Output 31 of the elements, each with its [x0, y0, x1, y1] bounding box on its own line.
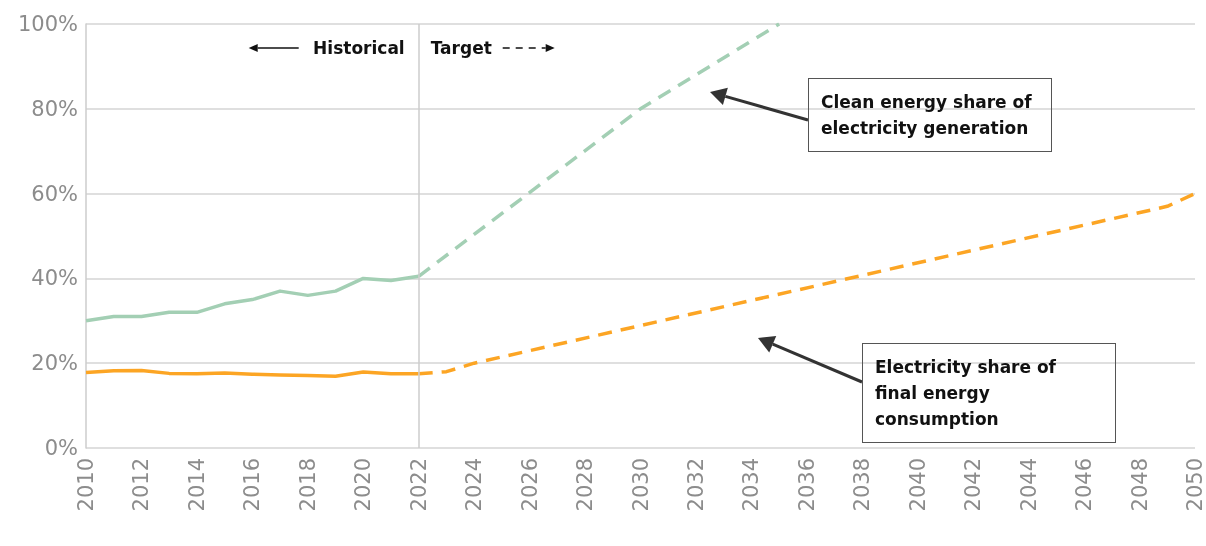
y-tick-label: 20% [31, 351, 78, 376]
annotation: Electricity share of final energy consumption [862, 343, 1116, 443]
x-tick-label: 2010 [74, 458, 98, 512]
x-tick-label: 2038 [850, 458, 875, 512]
x-tick-label: 2040 [905, 458, 930, 512]
x-tick-label: 2022 [406, 458, 431, 512]
annotation: Historical [313, 38, 405, 58]
x-tick-label: 2026 [517, 458, 542, 512]
x-tick-label: 2028 [573, 458, 598, 512]
x-tick-label: 2034 [739, 458, 764, 512]
y-tick-label: 60% [31, 181, 78, 206]
annotation: Target [430, 38, 492, 58]
x-tick-label: 2032 [683, 458, 708, 512]
y-tick-label: 40% [31, 266, 78, 291]
annotation: Clean energy share of electricity generation [808, 78, 1052, 152]
x-tick-label: 2046 [1072, 458, 1097, 512]
x-tick-label: 2014 [184, 458, 209, 512]
x-tick-label: 2030 [628, 458, 653, 512]
x-tick-label: 2044 [1016, 458, 1041, 512]
x-tick-label: 2012 [129, 458, 154, 512]
y-tick-label: 0% [44, 436, 78, 460]
x-tick-label: 2042 [961, 458, 986, 512]
x-tick-label: 2024 [462, 458, 487, 512]
x-tick-label: 2050 [1183, 458, 1206, 512]
x-tick-label: 2018 [295, 458, 320, 512]
x-tick-label: 2036 [794, 458, 819, 512]
x-tick-label: 2020 [351, 458, 376, 512]
y-tick-label: 80% [31, 96, 78, 121]
x-tick-label: 2016 [240, 458, 265, 512]
x-tick-label: 2048 [1127, 458, 1152, 512]
y-tick-label: 100% [17, 12, 78, 36]
